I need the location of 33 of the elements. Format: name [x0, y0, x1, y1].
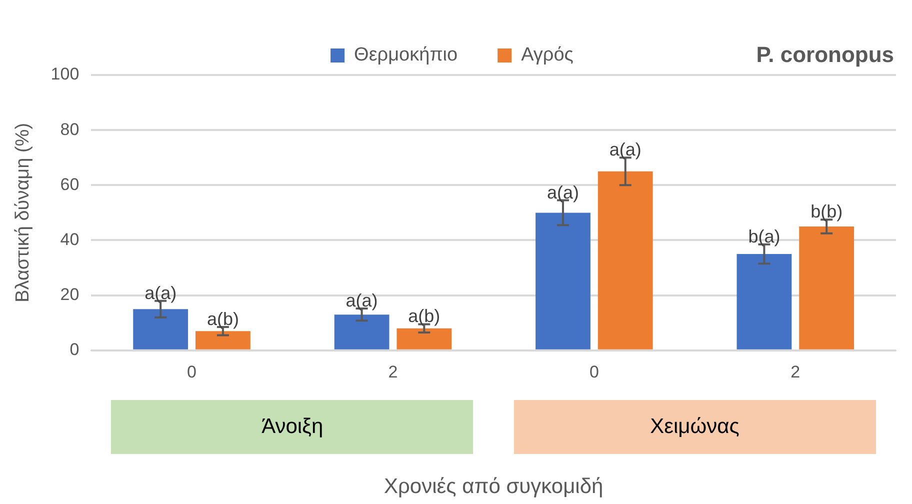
x-tick-label: 0: [187, 362, 197, 382]
y-tick-label: 60: [60, 174, 80, 194]
x-tick-label: 0: [589, 362, 599, 382]
bar: [133, 309, 188, 350]
x-tick-label: 2: [790, 362, 800, 382]
text: Άνοιξη: [111, 400, 474, 454]
bar: [736, 254, 792, 350]
y-tick-label: 0: [70, 340, 80, 360]
data-label: a(a): [144, 282, 177, 303]
data-label: b(b): [810, 202, 843, 222]
data-label: a(a): [346, 290, 378, 311]
y-tick-label: 40: [60, 230, 80, 249]
data-label: a(b): [206, 308, 239, 329]
y-axis-title: Βλαστική δύναμη (%): [12, 122, 34, 302]
data-label: a(a): [609, 140, 642, 160]
bar: [536, 212, 590, 350]
bar: [598, 171, 653, 350]
y-tick-label: 100: [50, 64, 80, 84]
data-label: a(a): [546, 182, 580, 202]
bar: [334, 314, 390, 350]
y-tick-label: 80: [60, 120, 80, 139]
text: P. coronopus: [756, 42, 894, 68]
legend-label: Αγρός: [521, 44, 574, 66]
y-tick-label: 20: [60, 285, 80, 304]
text: Χειμώνας: [514, 400, 876, 454]
data-label: a(b): [408, 306, 440, 326]
bar: [396, 328, 452, 350]
data-label: b(a): [748, 226, 780, 246]
x-axis-title: Χρονιές από συγκομιδή: [384, 475, 604, 498]
legend-label: Θερμοκήπιο: [354, 44, 458, 66]
bar: [196, 331, 250, 350]
x-tick-label: 2: [388, 362, 398, 382]
bar: [799, 226, 854, 350]
